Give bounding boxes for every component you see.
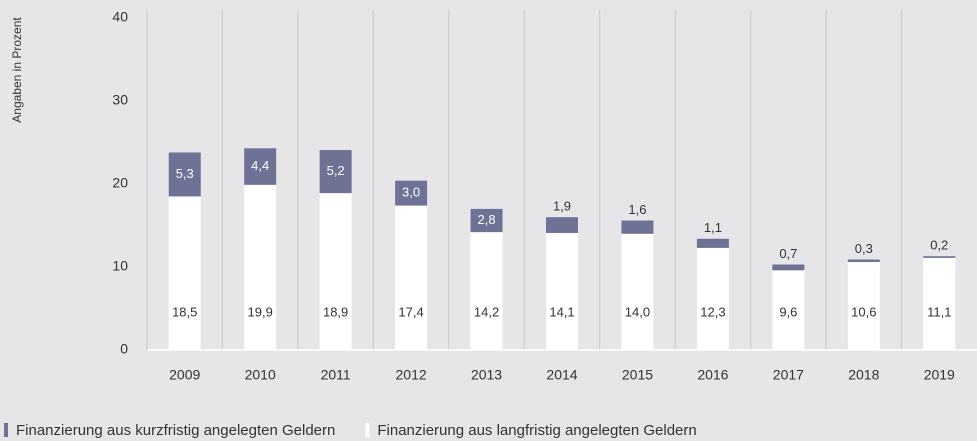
bar-segment (772, 270, 805, 350)
value-label: 19,9 (248, 304, 273, 319)
value-label: 10,6 (851, 304, 876, 319)
value-label: 2,8 (478, 212, 496, 227)
value-label: 5,3 (176, 166, 194, 181)
bar-segment (546, 232, 578, 350)
value-label: 14,1 (549, 304, 574, 319)
x-tick-label: 2018 (848, 367, 879, 383)
value-label: 3,0 (402, 185, 420, 200)
bar-segment (319, 149, 352, 194)
legend-label: Finanzierung aus kurzfristig angelegten … (16, 422, 335, 439)
x-tick-label: 2010 (245, 367, 276, 383)
value-label: 18,5 (172, 304, 197, 319)
bar-segment (847, 259, 880, 263)
value-label: 14,0 (625, 304, 650, 319)
y-tick-label: 20 (112, 175, 128, 191)
bar-segment (696, 238, 729, 248)
y-tick-label: 40 (112, 9, 128, 25)
value-label: 9,6 (779, 304, 797, 319)
x-tick-label: 2016 (697, 367, 728, 383)
value-label: 18,9 (323, 304, 348, 319)
value-label: 12,3 (700, 304, 725, 319)
legend-swatch (365, 423, 370, 437)
value-label: 17,4 (398, 304, 423, 319)
value-label: 0,2 (930, 238, 948, 253)
bar-segment (244, 148, 277, 185)
value-label: 1,9 (553, 199, 571, 214)
value-label: 11,1 (927, 304, 951, 319)
value-label: 0,7 (779, 246, 797, 261)
y-tick-label: 30 (112, 92, 128, 108)
bar-segment (546, 217, 578, 233)
y-tick-label: 0 (120, 341, 128, 357)
legend-swatch (4, 423, 8, 437)
y-axis-label: Angaben in Prozent (10, 17, 24, 123)
x-tick-label: 2015 (622, 367, 653, 383)
bar-segment (395, 180, 428, 206)
x-tick-label: 2013 (471, 367, 502, 383)
x-tick-label: 2019 (924, 367, 955, 383)
x-tick-label: 2011 (321, 367, 351, 383)
bar-segment (470, 232, 503, 350)
bar-segment (168, 196, 201, 350)
value-label: 1,1 (704, 220, 722, 235)
x-tick-label: 2017 (773, 367, 804, 383)
bar-segment (621, 220, 654, 234)
bar-segment (470, 208, 503, 233)
value-label: 0,3 (855, 241, 873, 256)
x-tick-label: 2012 (396, 367, 427, 383)
bar-segment (395, 205, 428, 350)
bar-segment (244, 184, 277, 350)
bar-segment (847, 262, 880, 350)
y-tick-label: 10 (112, 258, 128, 274)
legend-label: Finanzierung aus langfristig angelegten … (377, 422, 696, 439)
value-label: 5,2 (327, 163, 345, 178)
bar-segment (923, 256, 956, 258)
x-tick-label: 2014 (546, 367, 577, 383)
bar-segment (168, 152, 201, 197)
bar-segment (923, 257, 956, 350)
bar-segment (696, 247, 729, 350)
bar-segment (319, 193, 352, 350)
value-label: 1,6 (628, 202, 646, 217)
bar-segment (621, 233, 654, 350)
value-label: 14,2 (474, 304, 499, 319)
x-tick-label: 2009 (169, 367, 200, 383)
bar-segment (772, 264, 805, 271)
value-label: 4,4 (251, 158, 269, 173)
